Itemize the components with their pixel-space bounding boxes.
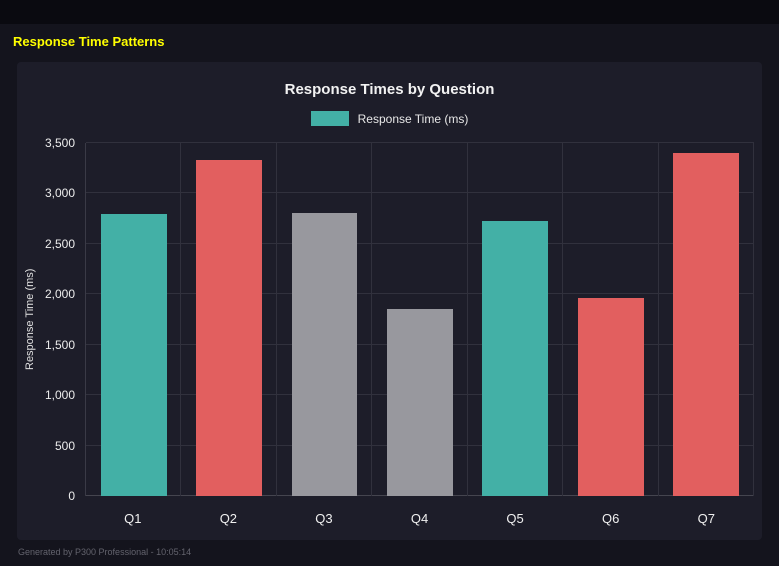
x-tick-label-q6: Q6 [602,510,620,526]
plot-area [85,142,754,496]
bar-slot-q3 [277,143,372,496]
x-tick-label-q7: Q7 [697,510,715,526]
bars [86,143,754,496]
x-tick-label-q4: Q4 [410,510,429,526]
bar-slot-q5 [468,143,563,496]
chart-panel: Response Times by Question Response Time… [17,62,762,540]
bar-slot-q4 [372,143,467,496]
legend-swatch-icon [310,111,349,126]
x-tick-label-q5: Q5 [506,510,524,526]
v-gridline [657,143,659,496]
y-axis-title: Response Time (ms) [24,268,36,371]
y-tick-label: 3,000 [44,186,75,201]
bar-slot-q7 [659,143,754,496]
v-gridline [753,143,754,496]
v-gridline [275,143,277,496]
bar-q5[interactable] [482,220,549,496]
bar-slot-q6 [563,143,658,496]
bar-q2[interactable] [196,160,263,496]
chart-legend[interactable]: Response Time (ms) [17,111,762,126]
bar-slot-q2 [181,143,276,496]
bar-q4[interactable] [387,309,453,496]
y-tick-label: 1,500 [44,337,75,352]
h-gridline [86,293,754,295]
v-gridline [562,143,564,496]
x-tick-label-q2: Q2 [219,510,238,526]
window-top-strip [0,0,779,24]
v-gridline [180,143,182,496]
x-tick-label-q3: Q3 [315,510,333,526]
legend-label: Response Time (ms) [357,111,469,126]
footer-note: Generated by P300 Professional - 10:05:1… [18,547,192,557]
v-gridline [466,143,468,496]
y-tick-label: 3,500 [44,136,75,150]
bar-q1[interactable] [100,213,167,496]
y-axis-ticks: 0 500 1,000 1,500 2,000 2,500 3,000 3,500 [39,136,85,503]
bar-q6[interactable] [577,298,644,496]
chart-area: Response Time (ms) 0 500 1,000 1,500 2,000 2,… [21,136,754,540]
h-gridline [86,242,754,244]
x-tick-label-q1: Q1 [124,510,142,526]
y-tick-label: 1,000 [44,388,75,403]
bar-q7[interactable] [673,153,740,496]
v-gridline [371,143,373,496]
y-tick-label: 2,500 [44,236,75,251]
y-tick-label: 0 [68,489,75,503]
bar-q3[interactable] [291,212,358,496]
h-gridline [86,142,754,143]
y-tick-label: 500 [54,438,75,453]
bar-slot-q1 [86,143,181,496]
y-tick-label: 2,000 [44,287,75,302]
x-axis-labels: Q1 Q2 Q3 Q4 Q5 Q6 Q7 [85,496,754,540]
chart-title: Response Times by Question [284,81,495,98]
h-gridline [86,192,754,194]
page-heading: Response Time Patterns [13,34,165,49]
